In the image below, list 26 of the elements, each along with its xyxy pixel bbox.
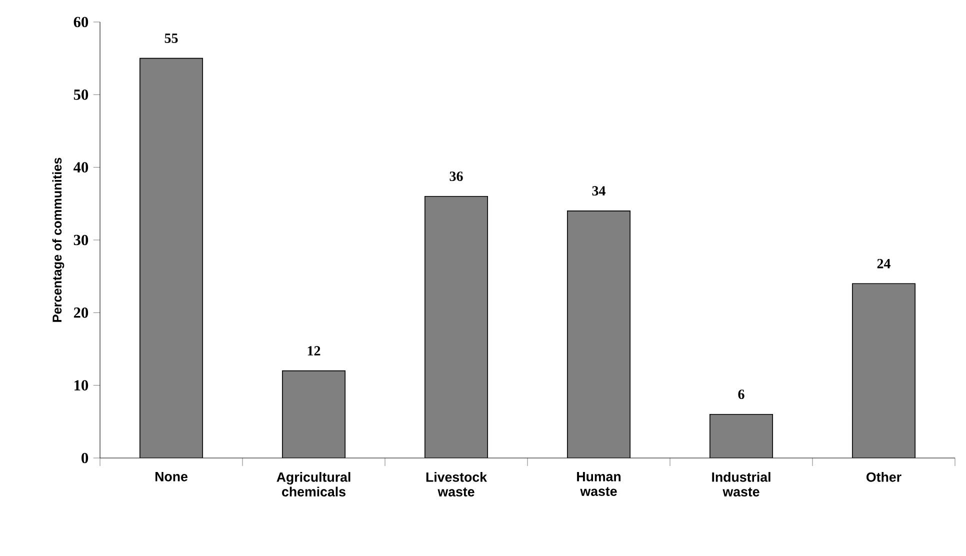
x-tick-label: Agricultural chemicals bbox=[276, 472, 350, 496]
x-tick-label: None bbox=[155, 472, 188, 482]
data-label: 12 bbox=[308, 346, 320, 356]
y-axis-title: Percentage of communities bbox=[52, 158, 64, 322]
data-label: 34 bbox=[592, 186, 606, 196]
x-tick-label: Other bbox=[866, 472, 902, 482]
data-label: 24 bbox=[877, 258, 890, 268]
y-tick-label: 30 bbox=[74, 234, 88, 246]
bar bbox=[567, 210, 631, 458]
x-tick-label: Industrial waste bbox=[712, 472, 770, 496]
y-tick-label: 60 bbox=[74, 16, 88, 28]
y-tick-label: 40 bbox=[74, 162, 88, 172]
data-label: 55 bbox=[164, 34, 178, 43]
x-tick-label: Human waste bbox=[577, 472, 621, 496]
bar bbox=[140, 58, 204, 458]
bar bbox=[282, 370, 346, 458]
bar bbox=[852, 283, 916, 458]
bar bbox=[710, 414, 773, 458]
bar bbox=[424, 196, 488, 458]
y-tick-label: 50 bbox=[74, 89, 88, 100]
y-tick-label: 0 bbox=[82, 452, 88, 464]
data-label: 36 bbox=[450, 172, 463, 182]
x-tick-label: Livestock waste bbox=[426, 472, 488, 496]
y-tick-label: 20 bbox=[74, 307, 88, 318]
data-label: 6 bbox=[738, 390, 744, 400]
y-tick-label: 10 bbox=[74, 380, 88, 390]
